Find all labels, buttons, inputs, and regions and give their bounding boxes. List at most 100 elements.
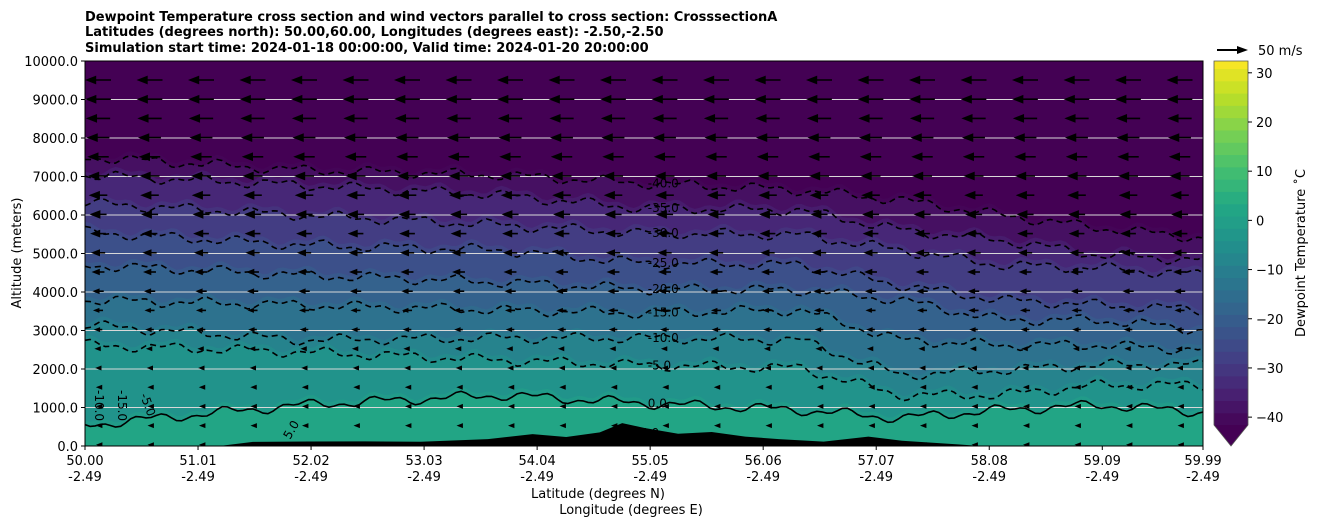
wind-arrow-icon [1012, 114, 1025, 123]
colorbar-tick-label: 20 [1256, 116, 1273, 131]
wind-arrow-icon [448, 171, 460, 181]
wind-arrow-icon [971, 403, 978, 409]
wind-arrow-icon [551, 171, 563, 181]
wind-arrow-icon [920, 442, 927, 446]
wind-arrow-icon [919, 365, 926, 371]
wind-arrow-icon [1073, 365, 1081, 371]
wind-arrow-icon [394, 94, 406, 104]
wind-arrow-icon [962, 133, 974, 142]
contour-label: -35.0 [648, 201, 679, 215]
wind-arrow-icon [553, 229, 564, 238]
wind-arrow-icon [610, 384, 618, 390]
colorbar-band [1214, 338, 1248, 352]
wind-arrow-icon [295, 210, 307, 219]
wind-arrow-icon [651, 94, 663, 104]
wind-arrow-icon [817, 442, 824, 446]
wind-arrow-icon [811, 249, 822, 257]
wind-arrow-icon [1174, 307, 1181, 313]
wind-arrow-icon [863, 249, 873, 257]
wind-arrow-icon [761, 268, 770, 276]
wind-arrow-icon [449, 190, 461, 200]
wind-arrow-icon [1118, 190, 1130, 200]
wind-arrow-icon [195, 307, 203, 313]
wind-arrow-icon [245, 249, 255, 257]
contour-label: -30.0 [648, 226, 679, 240]
contour-line [85, 170, 1203, 265]
wind-arrow-icon [971, 442, 978, 446]
wind-arrow-icon [87, 171, 100, 181]
wind-arrow-icon [557, 327, 564, 333]
wind-arrow-icon [92, 288, 100, 295]
wind-arrow-icon [346, 190, 358, 200]
wind-arrow-icon [916, 288, 924, 295]
wind-arrow-icon [396, 171, 409, 181]
wind-arrow-icon [806, 75, 818, 85]
wind-arrow-icon [1166, 75, 1178, 85]
wind-arrow-icon [1171, 229, 1182, 238]
colorbar-band [1214, 400, 1248, 414]
wind-arrow-icon [1177, 384, 1184, 390]
wind-arrow-icon [1117, 152, 1129, 162]
wind-arrow-icon [445, 75, 457, 85]
wind-arrow-icon [92, 307, 100, 313]
wind-arrow-icon [1170, 210, 1182, 219]
wind-arrow-icon [95, 384, 103, 390]
wind-arrow-icon [143, 268, 152, 276]
wind-arrow-icon [662, 423, 669, 429]
wind-arrow-icon [239, 75, 251, 85]
wind-arrow-icon [191, 190, 203, 200]
wind-arrow-icon [87, 152, 99, 162]
wind-arrow-icon [297, 268, 306, 276]
wind-arrow-icon [508, 423, 515, 429]
wind-arrow-icon [190, 152, 202, 162]
wind-arrow-icon [1125, 384, 1133, 390]
wind-arrow-icon [291, 94, 303, 104]
wind-arrow-icon [138, 133, 150, 142]
wind-arrow-icon [243, 210, 255, 219]
wind-arrow-icon [600, 114, 613, 123]
contour-label: -15.0 [115, 390, 129, 421]
wind-arrow-icon [1012, 75, 1024, 85]
wind-arrow-icon [714, 403, 721, 409]
colorbar-band [1214, 142, 1248, 156]
wind-arrow-icon [147, 423, 154, 429]
wind-arrow-icon [920, 423, 927, 429]
wind-arrow-icon [764, 365, 772, 371]
wind-arrow-icon [1168, 152, 1180, 162]
wind-arrow-icon [1072, 327, 1079, 333]
wind-arrow-icon [399, 229, 410, 238]
wind-arrow-icon [963, 171, 975, 181]
wind-arrow-icon [1070, 288, 1079, 295]
wind-arrow-icon [809, 190, 821, 200]
wind-arrow-icon [703, 75, 715, 85]
wind-arrow-icon [302, 442, 309, 446]
wind-arrow-icon [189, 133, 201, 142]
wind-arrow-icon [342, 75, 354, 85]
wind-arrow-icon [449, 210, 461, 219]
y-tick-label: 6000.0 [33, 209, 79, 224]
wind-arrow-icon [1115, 75, 1127, 85]
wind-arrow-icon [94, 346, 101, 352]
wind-arrow-icon [762, 307, 769, 313]
reference-arrow-icon [1237, 46, 1248, 54]
wind-arrow-icon [90, 249, 101, 257]
x-tick-label-lat: 57.07 [858, 454, 895, 469]
colorbar-band [1214, 277, 1248, 291]
wind-arrow-icon [858, 114, 870, 123]
wind-arrow-icon [139, 171, 151, 181]
wind-arrow-icon [813, 288, 821, 295]
wind-arrow-icon [714, 423, 721, 429]
wind-arrow-icon [1173, 268, 1182, 276]
wind-arrow-icon [296, 249, 307, 257]
wind-arrow-icon [757, 171, 769, 181]
wind-arrow-icon [351, 346, 359, 352]
wind-arrow-icon [1166, 94, 1178, 104]
wind-arrow-icon [353, 384, 360, 390]
wind-arrow-icon [1115, 114, 1128, 123]
wind-arrow-icon [136, 75, 148, 85]
wind-arrow-icon [141, 229, 152, 238]
wind-arrow-icon [810, 210, 822, 219]
wind-arrow-icon [348, 249, 358, 257]
wind-arrow-icon [497, 75, 509, 85]
wind-arrow-icon [653, 133, 665, 142]
